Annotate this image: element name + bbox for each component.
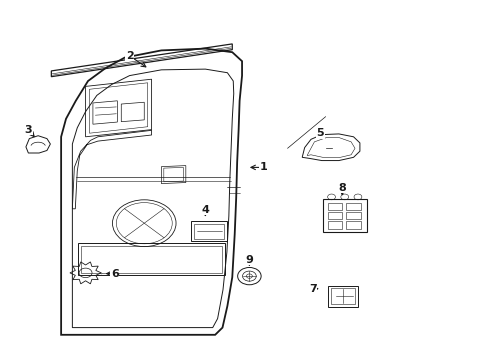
Text: 2: 2 [125,51,133,61]
Text: 1: 1 [259,162,266,172]
Text: 3: 3 [24,125,32,135]
Text: 7: 7 [308,284,316,294]
Text: 4: 4 [201,204,209,215]
Text: 6: 6 [111,269,119,279]
Text: 5: 5 [316,128,324,138]
Text: 9: 9 [245,255,253,265]
Text: 8: 8 [338,183,346,193]
